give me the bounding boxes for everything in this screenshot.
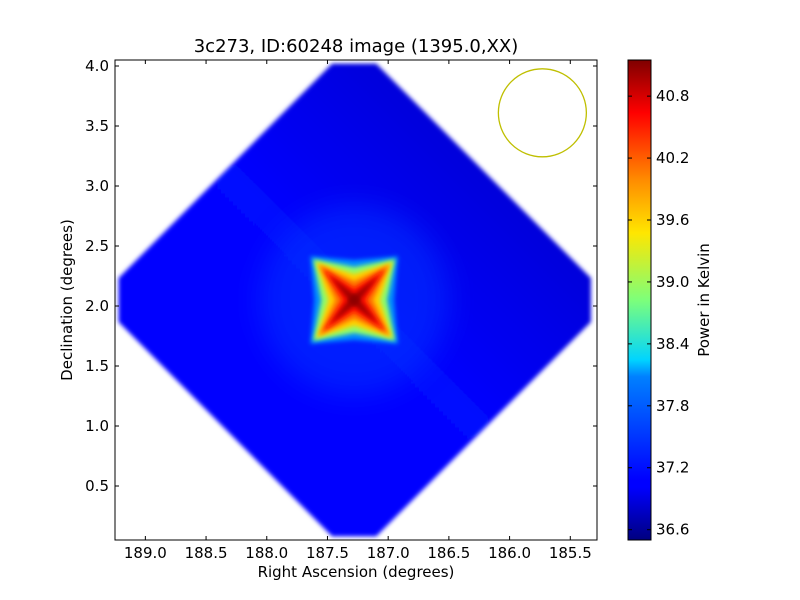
axes: 189.0 188.5 188.0 187.5 187.0 186.5 186.0 185.5…: [85, 57, 598, 562]
colorbar-tick-label: 36.6: [656, 521, 689, 539]
chart-title: 3c273, ID:60248 image (1395.0,XX): [194, 36, 519, 57]
x-tick-label: 189.0: [124, 544, 167, 562]
y-axis-label: Declination (degrees): [58, 219, 76, 381]
x-tick-label: 188.0: [245, 544, 288, 562]
colorbar-tick-label: 40.2: [656, 149, 689, 167]
colorbar-tick-label: 37.2: [656, 459, 689, 477]
axes-frame: [114, 59, 598, 541]
y-tick-label: 1.0: [85, 417, 109, 435]
x-tick-label: 188.5: [185, 544, 228, 562]
colorbar-frame: [627, 59, 652, 541]
y-tick-label: 2.0: [85, 297, 109, 315]
y-tick-label: 4.0: [85, 57, 109, 75]
plot-area: [118, 63, 591, 537]
colorbar-tick-label: 39.6: [656, 211, 689, 229]
colorbar-tick-label: 40.8: [656, 87, 689, 105]
x-axis-label: Right Ascension (degrees): [258, 563, 455, 581]
source-peak: [349, 295, 360, 305]
colorbar-label: Power in Kelvin: [695, 243, 713, 357]
x-tick-label: 187.0: [367, 544, 410, 562]
x-tick-label: 186.5: [427, 544, 470, 562]
beam-circle: [497, 68, 588, 158]
colorbar-tick-label: 39.0: [656, 273, 689, 291]
y-tick-label: 3.0: [85, 177, 109, 195]
y-tick-label: 1.5: [85, 357, 109, 375]
colorbar-tick-label: 38.4: [656, 335, 689, 353]
y-tick-label: 2.5: [85, 237, 109, 255]
intensity-image: [118, 63, 591, 537]
beam-ellipse: [497, 68, 588, 158]
x-tick-label: 187.5: [306, 544, 349, 562]
colorbar: 36.6 37.2 37.8 38.4 39.0 39.6 40.2 40.8: [627, 59, 689, 541]
x-tick-label: 185.5: [549, 544, 592, 562]
source-emission: [259, 205, 450, 395]
y-tick-label: 3.5: [85, 117, 109, 135]
colorbar-tick-label: 37.8: [656, 397, 689, 415]
colorbar-gradient: [628, 60, 651, 540]
y-tick-label: 0.5: [85, 477, 109, 495]
x-tick-label: 186.0: [488, 544, 531, 562]
